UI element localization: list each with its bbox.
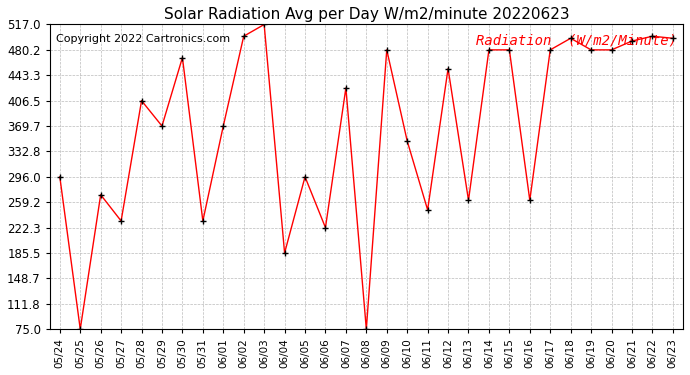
Text: Copyright 2022 Cartronics.com: Copyright 2022 Cartronics.com: [56, 34, 230, 44]
Title: Solar Radiation Avg per Day W/m2/minute 20220623: Solar Radiation Avg per Day W/m2/minute …: [164, 7, 569, 22]
Text: Radiation  (W/m2/Minute): Radiation (W/m2/Minute): [475, 34, 677, 48]
